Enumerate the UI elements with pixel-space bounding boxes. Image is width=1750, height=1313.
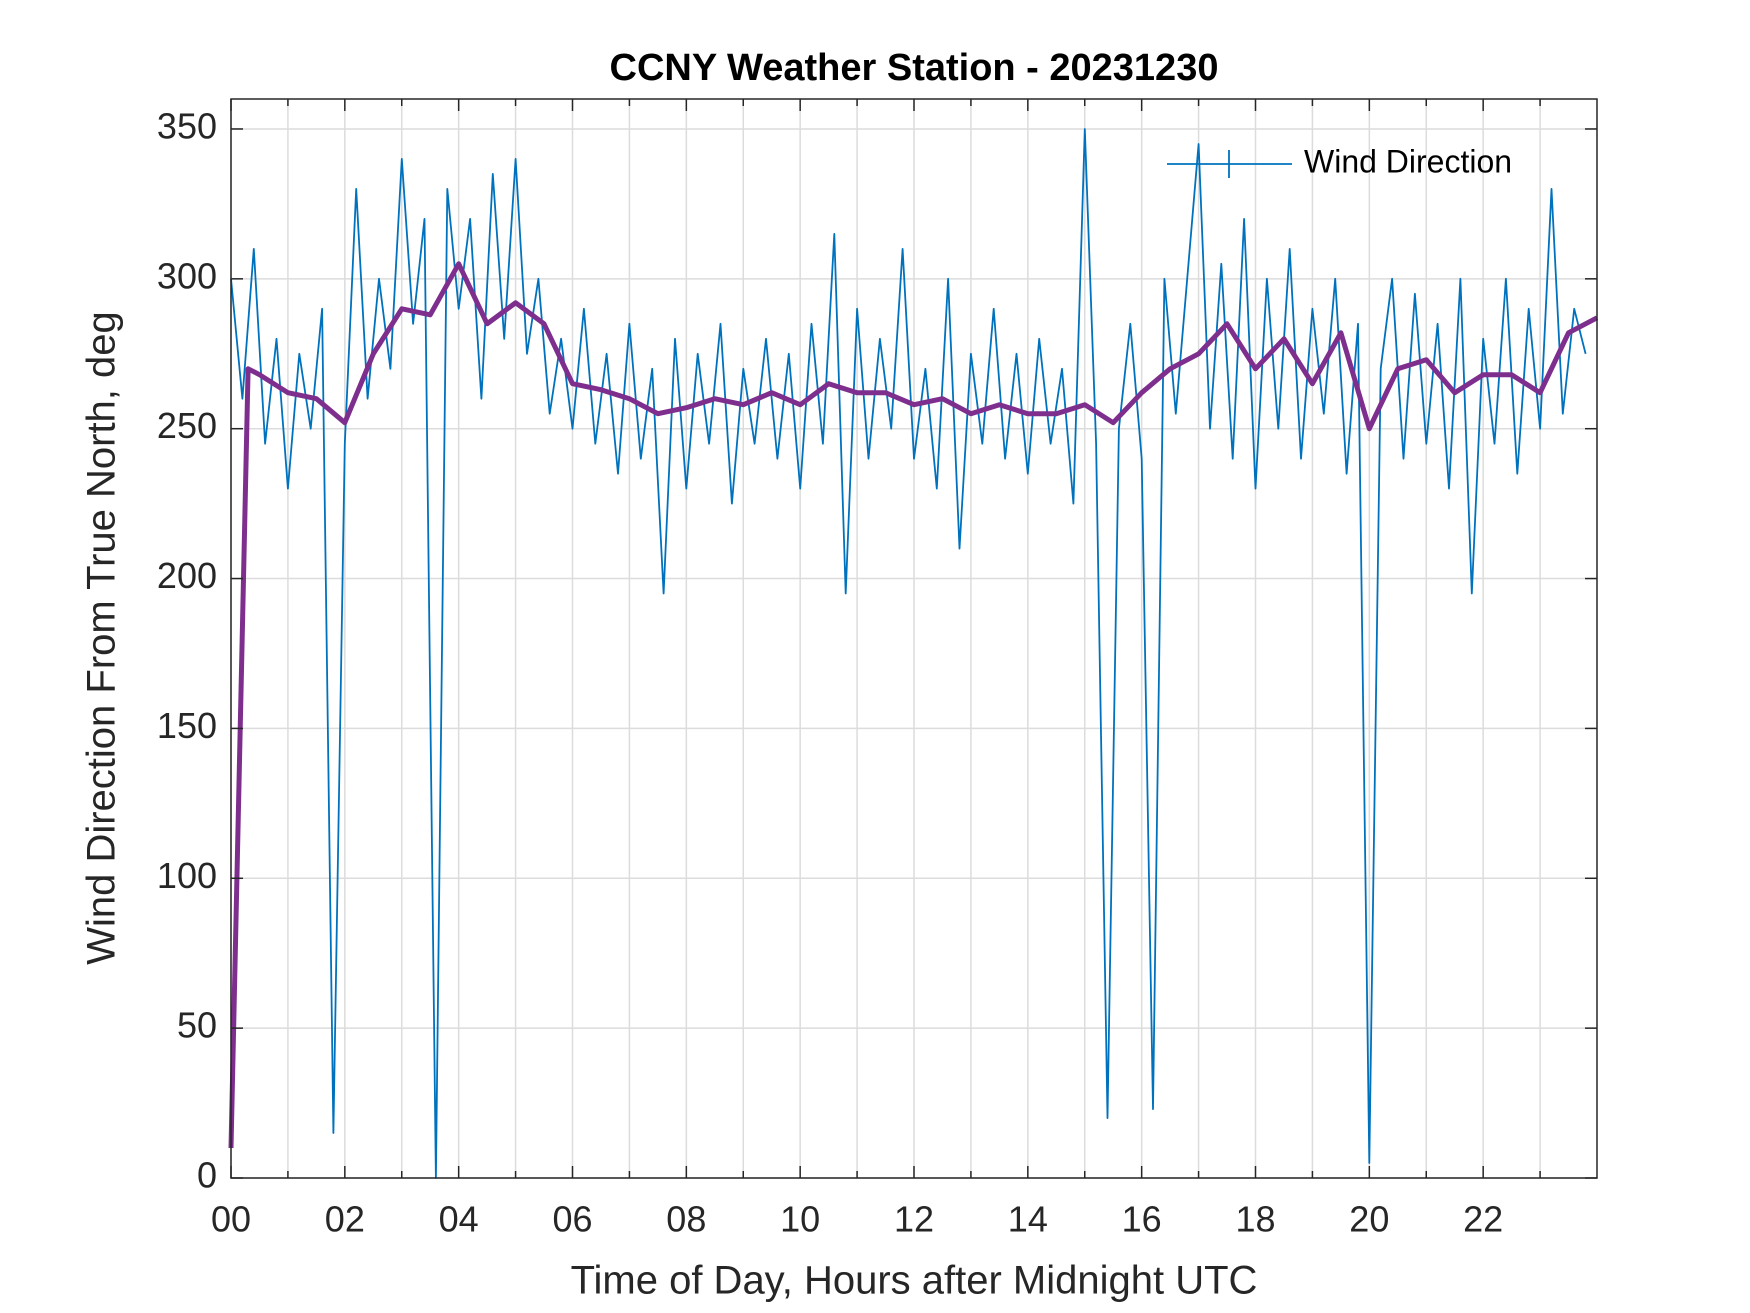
x-tick-label: 20: [1349, 1199, 1389, 1240]
x-tick-label: 06: [552, 1199, 592, 1240]
y-tick-label: 350: [157, 105, 217, 146]
chart-title: CCNY Weather Station - 20231230: [610, 47, 1219, 89]
x-tick-label: 16: [1122, 1199, 1162, 1240]
x-tick-label: 18: [1235, 1199, 1275, 1240]
y-tick-label: 0: [197, 1155, 217, 1196]
y-tick-label: 150: [157, 705, 217, 746]
x-tick-label: 14: [1008, 1199, 1048, 1240]
x-tick-label: 02: [325, 1199, 365, 1240]
y-tick-label: 300: [157, 255, 217, 296]
x-tick-label: 12: [894, 1199, 934, 1240]
legend-label: Wind Direction: [1304, 143, 1512, 179]
y-tick-label: 200: [157, 555, 217, 596]
y-tick-label: 250: [157, 405, 217, 446]
y-axis-label: Wind Direction From True North, deg: [80, 311, 124, 965]
y-tick-label: 100: [157, 855, 217, 896]
x-tick-label: 10: [780, 1199, 820, 1240]
x-axis-label: Time of Day, Hours after Midnight UTC: [571, 1259, 1258, 1303]
data-line: [228, 261, 1599, 1149]
data-line: [230, 128, 1587, 1179]
x-tick-label: 22: [1463, 1199, 1503, 1240]
x-tick-label: 08: [666, 1199, 706, 1240]
y-tick-label: 50: [177, 1005, 217, 1046]
x-tick-label: 00: [211, 1199, 251, 1240]
x-tick-label: 04: [439, 1199, 479, 1240]
